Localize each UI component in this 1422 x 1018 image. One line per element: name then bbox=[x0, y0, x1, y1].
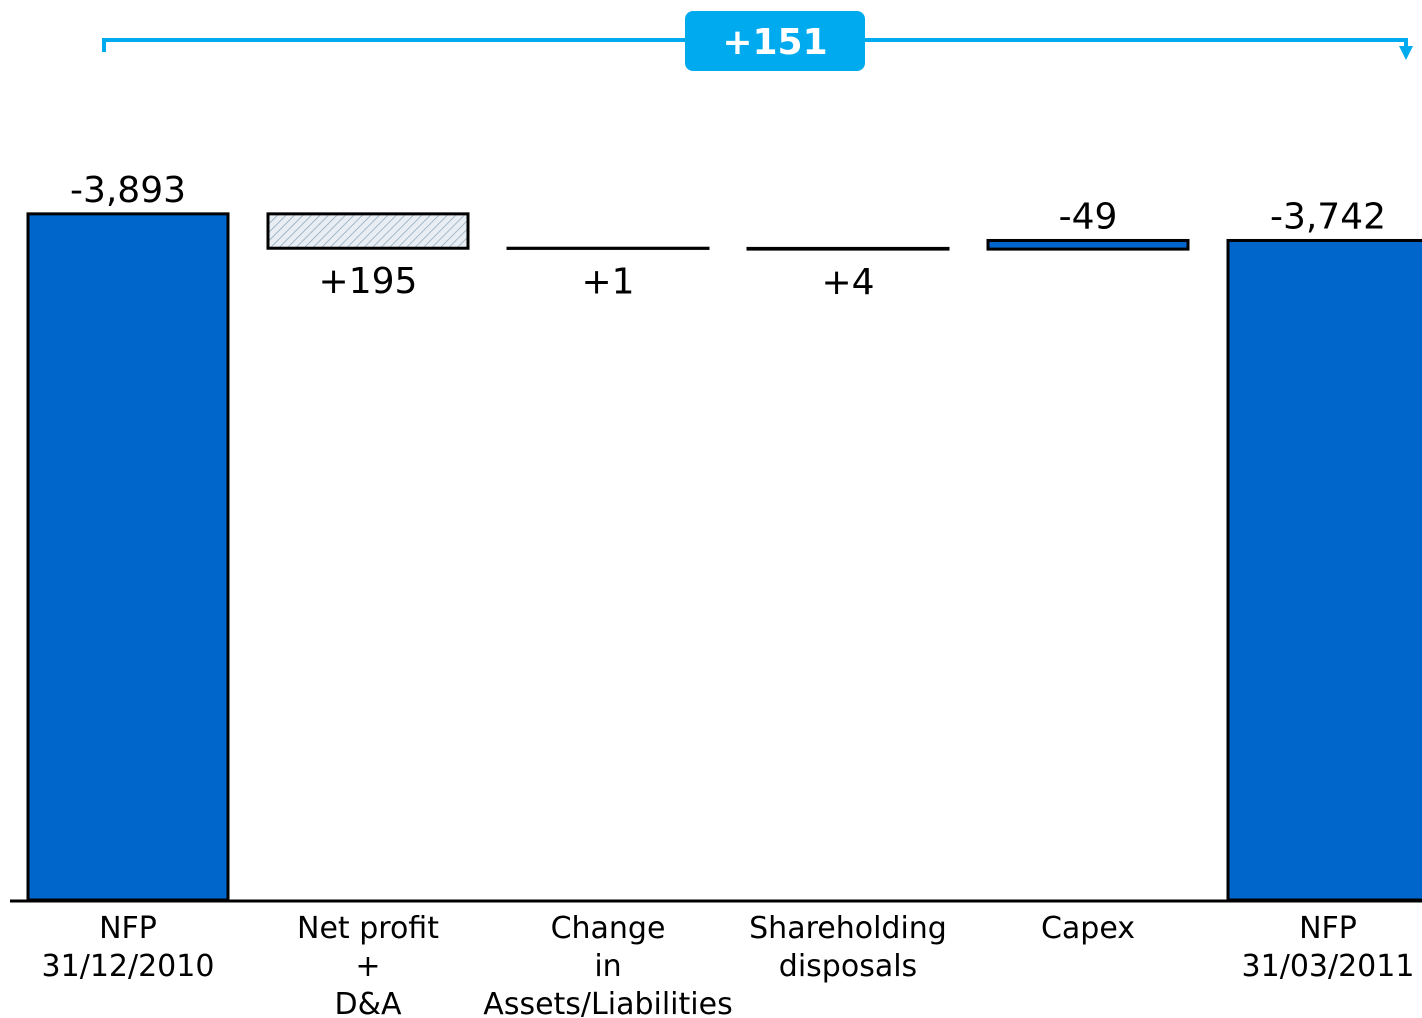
value-label: +1 bbox=[581, 261, 634, 302]
x-tick-label-line: disposals bbox=[779, 949, 917, 984]
x-tick-label-line: 31/03/2011 bbox=[1242, 949, 1415, 984]
x-tick-label: Change in Assets/Liabilities bbox=[483, 911, 732, 1018]
x-tick-label-line: + bbox=[355, 949, 380, 984]
value-label: -3,742 bbox=[1270, 196, 1386, 237]
arrow-head bbox=[1399, 46, 1413, 60]
x-tick-label: Capex bbox=[1041, 911, 1135, 946]
x-tick-label-line: D&A bbox=[334, 987, 401, 1018]
value-label: +4 bbox=[821, 262, 874, 303]
x-tick-label-line: in bbox=[594, 949, 621, 984]
x-tick-label-line: NFP bbox=[1299, 911, 1357, 946]
x-tick-label-line: Net profit bbox=[297, 911, 439, 946]
x-tick-label: NFP 31/03/2011 bbox=[1242, 911, 1415, 984]
x-tick-label-line: Shareholding bbox=[749, 911, 947, 946]
annotation-text: +151 bbox=[722, 22, 827, 63]
x-tick-label: Shareholding disposals bbox=[749, 911, 947, 984]
annotation-box bbox=[685, 11, 865, 71]
x-tick-label-line: Change bbox=[551, 911, 666, 946]
total-change-annotation: +151 bbox=[102, 11, 1413, 71]
x-tick-label-line: Capex bbox=[1041, 911, 1135, 946]
bar bbox=[746, 246, 950, 251]
bar bbox=[1226, 238, 1422, 902]
value-label: -49 bbox=[1059, 196, 1118, 237]
value-label: -3,893 bbox=[70, 170, 186, 211]
bar bbox=[266, 212, 470, 250]
x-tick-label: NFP 31/12/2010 bbox=[42, 911, 215, 984]
x-tick-label-line: NFP bbox=[99, 911, 157, 946]
bar bbox=[986, 238, 1190, 251]
x-tick-label-line: Assets/Liabilities bbox=[483, 987, 732, 1018]
bar bbox=[26, 212, 230, 902]
x-tick-label-line: 31/12/2010 bbox=[42, 949, 215, 984]
x-tick-label: Net profit + D&A bbox=[297, 911, 439, 1018]
value-label: +195 bbox=[319, 261, 418, 302]
